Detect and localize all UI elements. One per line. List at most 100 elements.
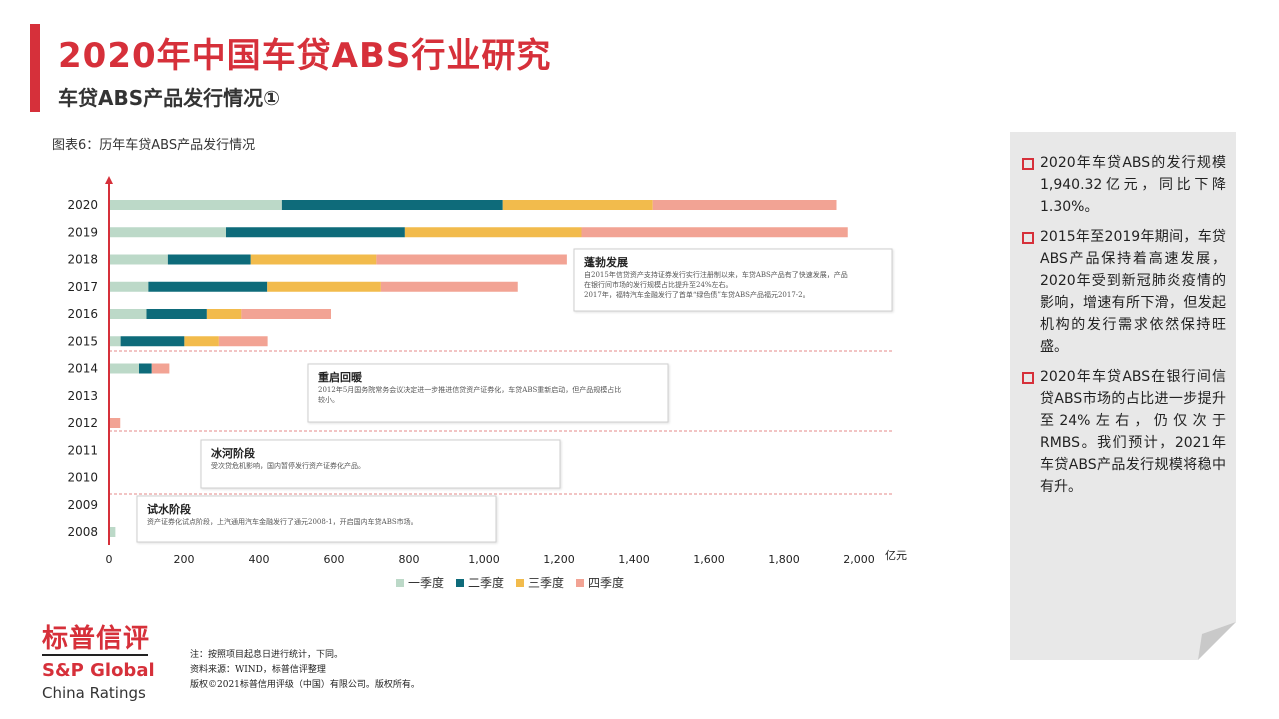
bar-segment-2020-q1	[109, 200, 282, 210]
annotation-title: 试水阶段	[147, 502, 191, 516]
summary-bullet-text: 2020年车贷ABS在银行间信贷ABS市场的占比进一步提升至24%左右，仍仅次于…	[1040, 369, 1226, 495]
square-bullet-icon	[1022, 232, 1034, 244]
annotation-title: 蓬勃发展	[584, 255, 629, 269]
y-tick-label: 2013	[67, 389, 98, 403]
footnote-source: 资料来源：WIND，标普信评整理	[190, 665, 326, 675]
x-tick-label: 0	[106, 553, 113, 566]
summary-bullet: 2020年车贷ABS在银行间信贷ABS市场的占比进一步提升至24%左右，仍仅次于…	[1022, 366, 1226, 498]
annotation-box	[307, 363, 669, 423]
annotation-box	[573, 248, 893, 312]
bar-segment-2018-q2	[167, 254, 251, 265]
legend-swatch-q3	[516, 578, 525, 587]
legend-label-q3: 三季度	[528, 576, 565, 590]
bar-segment-2017-q2	[148, 281, 268, 292]
bar-segment-2020-q3	[502, 200, 653, 210]
y-tick-label: 2017	[67, 280, 98, 294]
x-tick-label: 1,800	[768, 553, 800, 566]
square-bullet-icon	[1022, 158, 1034, 170]
x-axis-unit: 亿元	[885, 549, 907, 562]
bar-segment-2018-q3	[250, 254, 377, 265]
annotation-text: 2012年5月国务院常务会议决定进一步推进信贷资产证券化，车贷ABS重新启动，但…	[318, 385, 621, 394]
issuance-chart: 蓬勃发展自2015年信贷资产支持证券发行实行注册制以来，车贷ABS产品有了快速发…	[67, 176, 907, 566]
legend-item-q1: 一季度	[396, 574, 444, 591]
x-tick-label: 600	[324, 553, 345, 566]
legend-item-q4: 四季度	[576, 574, 624, 591]
x-tick-label: 1,200	[543, 553, 575, 566]
legend-item-q2: 二季度	[456, 574, 504, 591]
bar-segment-2016-q3	[206, 309, 242, 319]
annotation-text: 自2015年信贷资产支持证券发行实行注册制以来，车贷ABS产品有了快速发展，产品	[584, 270, 848, 279]
bar-segment-2019-q3	[404, 227, 582, 238]
chart-legend: 一季度 二季度 三季度 四季度	[396, 574, 624, 591]
bar-segment-2020-q2	[281, 200, 503, 210]
x-tick-label: 200	[174, 553, 195, 566]
y-axis-arrow-icon	[105, 176, 113, 184]
legend-label-q1: 一季度	[408, 576, 445, 590]
bar-segment-2017-q4	[380, 281, 518, 292]
annotation-text: 资产证券化试点阶段，上汽通用汽车金融发行了通元2008-1，开启国内车贷ABS市…	[147, 517, 418, 526]
x-tick-label: 1,000	[468, 553, 500, 566]
legend-label-q2: 二季度	[468, 576, 505, 590]
bar-segment-2017-q1	[109, 281, 149, 292]
bar-segment-2016-q4	[241, 309, 331, 319]
summary-bullet: 2015年至2019年期间，车贷ABS产品保持着高速发展，2020年受到新冠肺炎…	[1022, 226, 1226, 358]
page-title: 2020年中国车贷ABS行业研究	[58, 36, 552, 76]
summary-bullet-text: 2015年至2019年期间，车贷ABS产品保持着高速发展，2020年受到新冠肺炎…	[1040, 229, 1226, 355]
legend-swatch-q1	[396, 578, 404, 587]
y-tick-label: 2015	[67, 334, 98, 348]
y-tick-label: 2011	[67, 443, 98, 457]
annotation-text: 较小。	[318, 395, 339, 404]
bar-segment-2015-q4	[218, 336, 268, 347]
bar-segment-2015-q3	[184, 336, 219, 347]
x-tick-label: 1,400	[618, 553, 650, 566]
bar-segment-2016-q1	[109, 309, 147, 319]
bar-segment-2018-q4	[376, 254, 567, 265]
summary-bullet: 2020年车贷ABS的发行规模1,940.32亿元，同比下降1.30%。	[1022, 152, 1226, 218]
summary-bullets: 2020年车贷ABS的发行规模1,940.32亿元，同比下降1.30%。 201…	[1022, 152, 1226, 506]
annotation-box	[200, 439, 561, 489]
y-tick-label: 2019	[67, 225, 98, 239]
y-tick-label: 2012	[67, 416, 98, 430]
annotation-title: 冰河阶段	[211, 446, 255, 460]
bar-segment-2014-q2	[139, 363, 152, 374]
legend-item-q3: 三季度	[516, 574, 564, 591]
bar-segment-2008-q1	[109, 527, 116, 537]
logo-divider	[42, 654, 148, 656]
legend-swatch-q4	[576, 578, 585, 587]
annotation-title: 重启回暖	[318, 370, 363, 384]
annotation-text: 2017年，福特汽车金融发行了首单“绿色债”车贷ABS产品福元2017-2。	[584, 290, 810, 299]
bar-segment-2019-q1	[109, 227, 226, 238]
y-tick-label: 2009	[67, 498, 98, 512]
legend-swatch-q2	[456, 578, 465, 587]
bar-segment-2019-q2	[226, 227, 405, 238]
bar-segment-2017-q3	[267, 281, 381, 292]
bar-segment-2014-q1	[109, 363, 139, 374]
annotation-text: 在银行间市场的发行规模占比提升至24%左右。	[584, 280, 733, 289]
annotation-text: 受次贷危机影响，国内暂停发行资产证券化产品。	[211, 461, 365, 470]
footnotes: 注：按照项目起息日进行统计，下同。 资料来源：WIND，标普信评整理 版权©20…	[190, 648, 420, 693]
footnote-copyright: 版权©2021标普信用评级（中国）有限公司。版权所有。	[190, 680, 420, 690]
bar-segment-2014-q4	[151, 363, 170, 374]
x-tick-label: 800	[399, 553, 420, 566]
y-tick-label: 2008	[67, 525, 98, 539]
y-tick-label: 2020	[67, 198, 98, 212]
legend-label-q4: 四季度	[588, 576, 625, 590]
bar-segment-2015-q2	[120, 336, 185, 347]
logo-en: S&P Global	[42, 660, 155, 681]
bar-segment-2020-q4	[652, 200, 837, 210]
page-subtitle: 车贷ABS产品发行情况①	[58, 86, 281, 110]
bar-segment-2015-q1	[109, 336, 121, 347]
y-tick-label: 2010	[67, 471, 98, 485]
footnote-note: 注：按照项目起息日进行统计，下同。	[190, 650, 344, 660]
chart-caption: 图表6：历年车贷ABS产品发行情况	[52, 138, 256, 153]
summary-sidebar	[1010, 132, 1236, 660]
bar-segment-2019-q4	[581, 227, 848, 238]
x-tick-label: 400	[249, 553, 270, 566]
x-tick-label: 1,600	[693, 553, 725, 566]
title-accent-bar	[30, 24, 40, 112]
logo-cn: 标普信评	[42, 624, 151, 654]
bar-segment-2018-q1	[109, 254, 168, 265]
bar-segment-2012-q4	[109, 418, 121, 428]
x-tick-label: 2,000	[843, 553, 875, 566]
logo-subtitle: China Ratings	[42, 684, 146, 702]
